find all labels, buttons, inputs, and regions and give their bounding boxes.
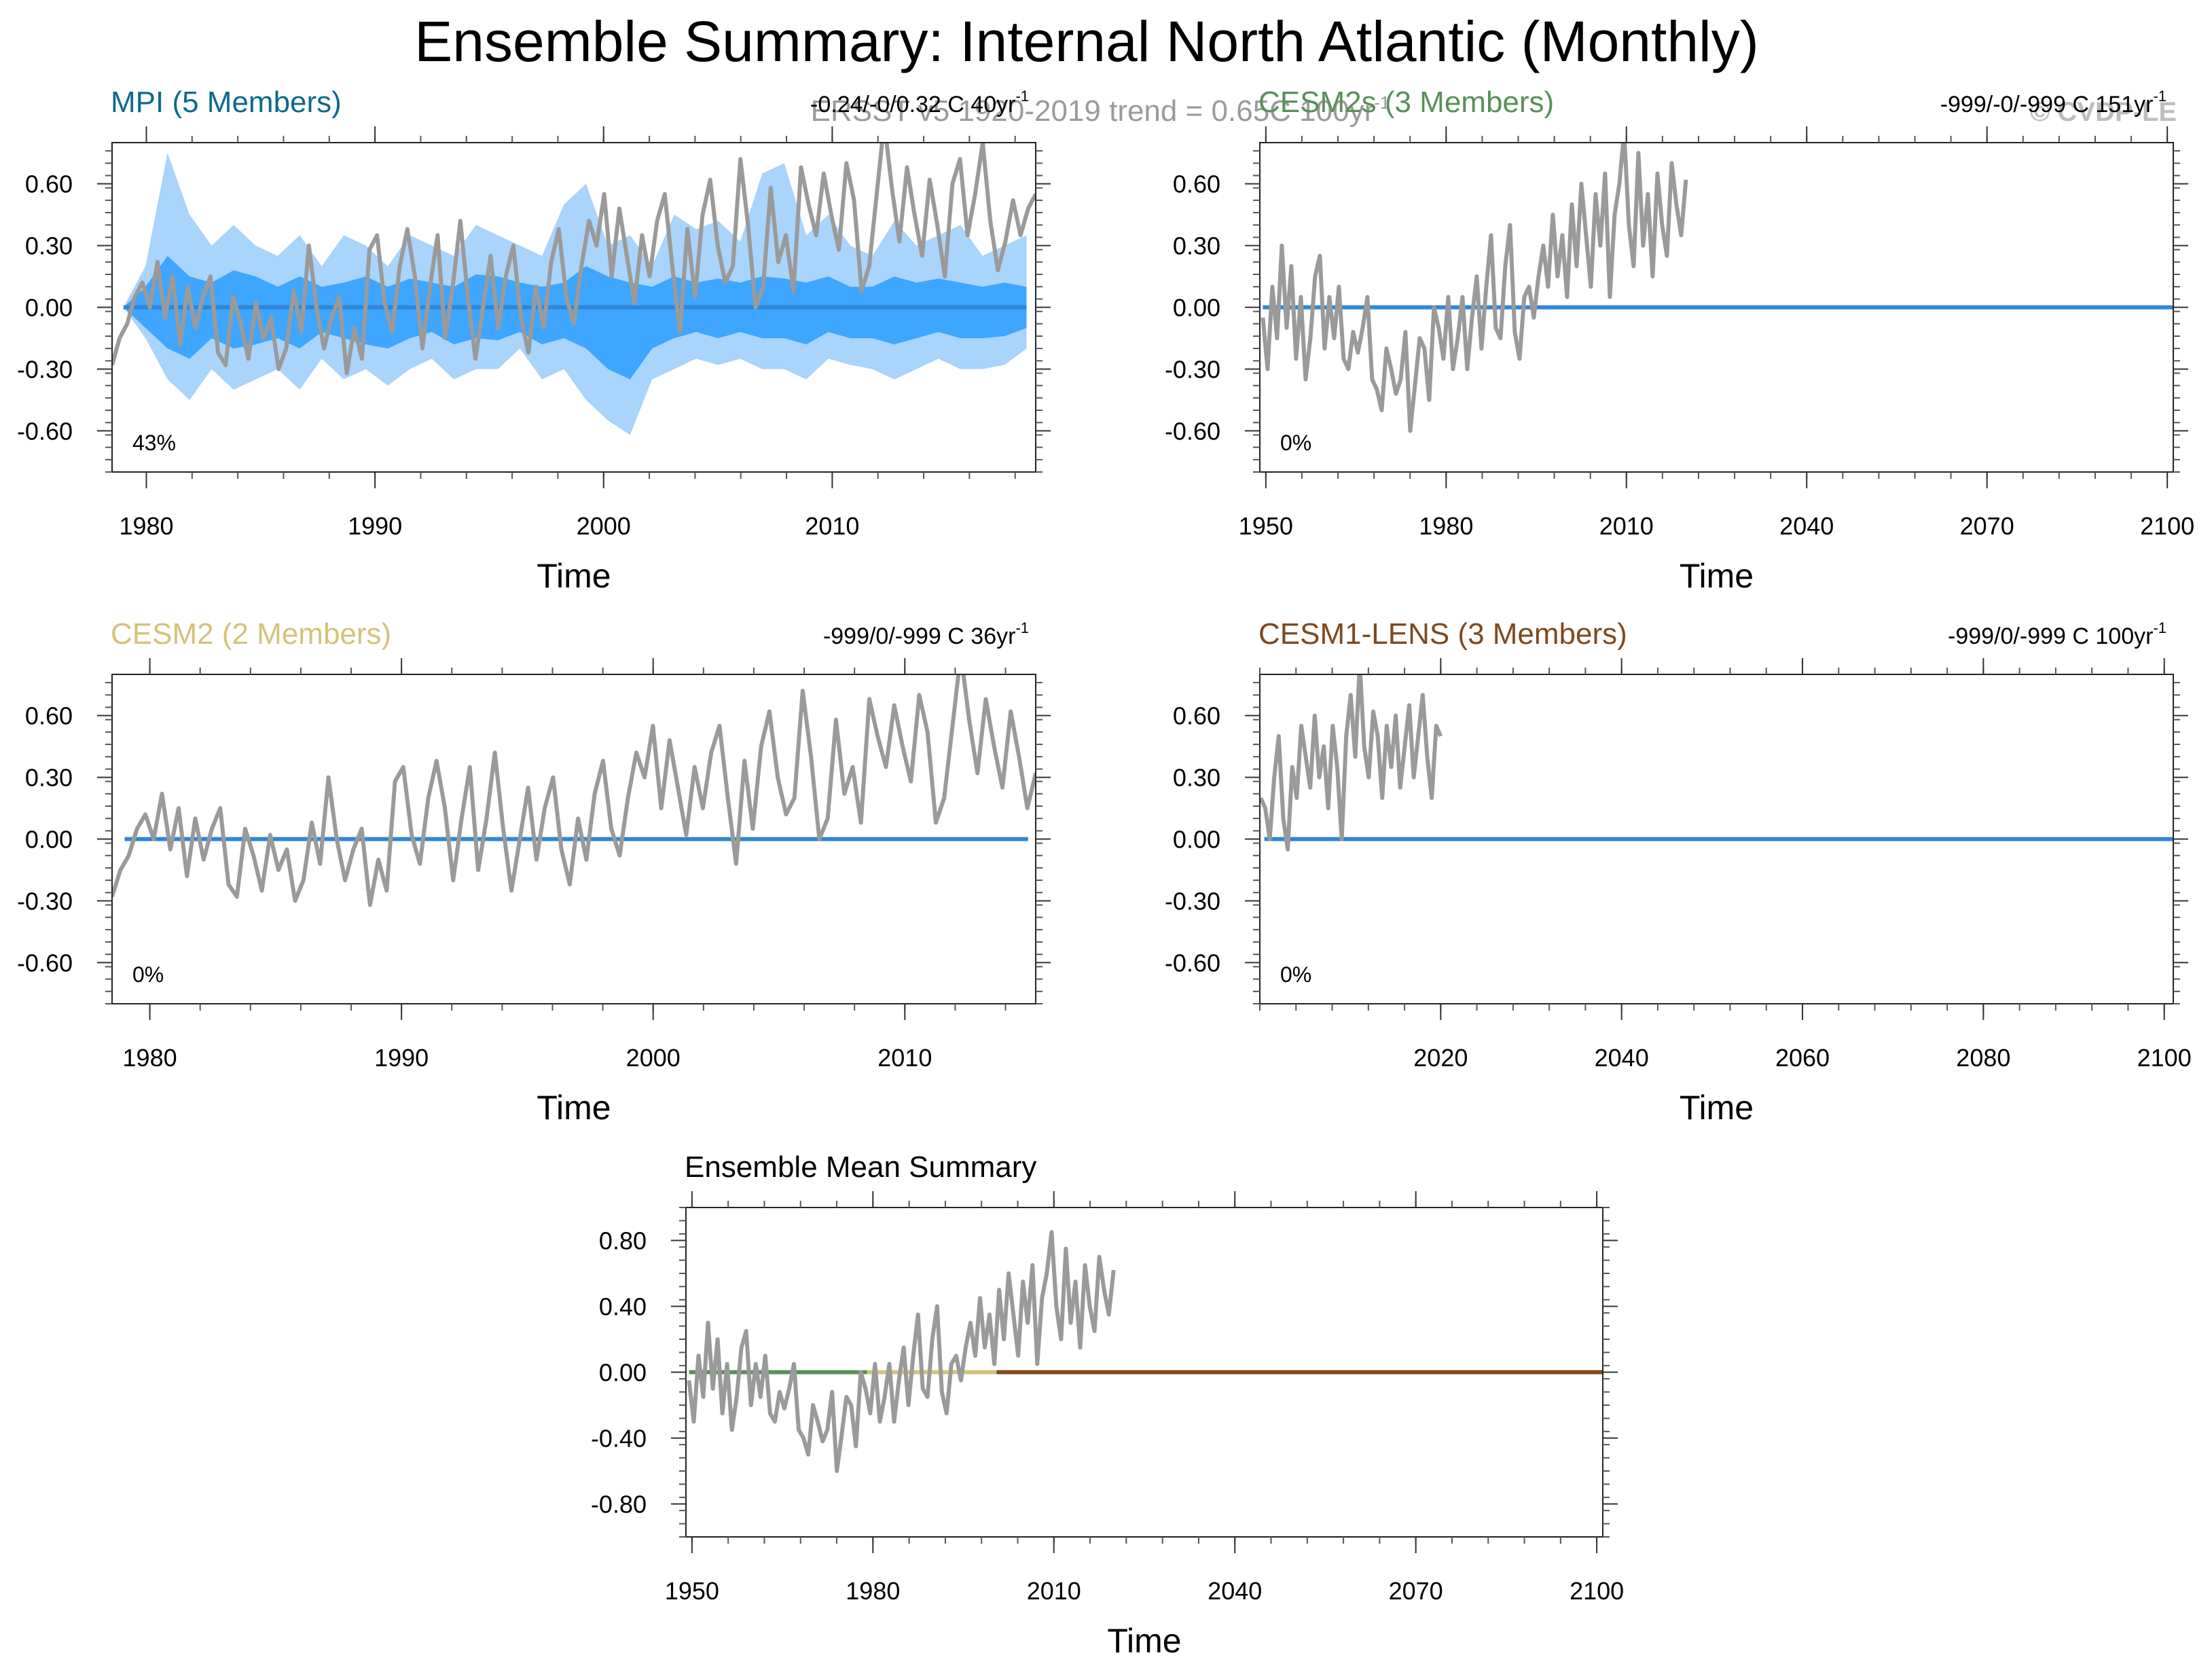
y-tick-label: -0.60 bbox=[1165, 949, 1220, 977]
percent-label: 43% bbox=[132, 431, 176, 455]
panel-title: CESM2s (3 Members) bbox=[1258, 86, 1554, 119]
x-tick-label: 2070 bbox=[1960, 512, 2014, 540]
panel-title: MPI (5 Members) bbox=[111, 86, 342, 119]
observed-series-line bbox=[112, 143, 1036, 376]
plot-area-cesm2 bbox=[112, 674, 1036, 907]
y-tick-label: 0.80 bbox=[599, 1227, 647, 1255]
x-tick-label: 2040 bbox=[1779, 512, 1834, 540]
observed-series-line bbox=[112, 674, 1036, 907]
x-tick-label: 1990 bbox=[348, 512, 402, 540]
x-tick-label: 1950 bbox=[1239, 512, 1293, 540]
panel-mean: -0.80 -0.40 0.00 0.40 0.80 1950 1980 2010 2040 20… bbox=[591, 1150, 1624, 1660]
x-axis-label: Time bbox=[1680, 1089, 1754, 1127]
plot-area-cesm1 bbox=[1260, 674, 2173, 852]
y-tick-label: 0.60 bbox=[25, 702, 73, 730]
trend-note: -999/0/-999 C 36yr-1 bbox=[823, 619, 1029, 649]
panel-title: CESM2 (2 Members) bbox=[111, 617, 391, 651]
trend-note: -0.24/-0/0.32 C 40yr-1 bbox=[810, 88, 1029, 117]
panel-mpi: -0.60 -0.30 0.00 0.30 0.60 1980 1990 2000 2010 Ti… bbox=[17, 86, 1051, 595]
observed-series-line bbox=[1260, 674, 1443, 852]
y-tick-label: -0.80 bbox=[591, 1491, 647, 1519]
x-axis-label: Time bbox=[1107, 1622, 1181, 1660]
trend-note: -999/0/-999 C 100yr-1 bbox=[1948, 619, 2166, 649]
y-tick-label: 0.00 bbox=[599, 1359, 647, 1387]
x-tick-label: 2080 bbox=[1956, 1044, 2010, 1072]
y-tick-label: -0.30 bbox=[1165, 887, 1220, 915]
y-tick-label: 0.30 bbox=[25, 764, 73, 792]
y-tick-label: 0.00 bbox=[1173, 294, 1220, 322]
copyright-note: © CVDP-LE bbox=[2030, 97, 2177, 127]
observed-series-line bbox=[1261, 143, 1688, 433]
y-tick-label: 0.60 bbox=[25, 170, 73, 198]
y-tick-label: 0.30 bbox=[1173, 232, 1220, 260]
y-tick-label: -0.60 bbox=[1165, 417, 1220, 445]
y-tick-label: 0.00 bbox=[25, 826, 73, 854]
x-tick-label: 2060 bbox=[1775, 1044, 1830, 1072]
x-axis-label: Time bbox=[537, 557, 611, 595]
y-tick-label: -0.40 bbox=[591, 1425, 647, 1453]
panel-cesm1: -0.60 -0.30 0.00 0.30 0.60 2020 2040 2060 2080 21… bbox=[1165, 617, 2192, 1127]
y-tick-label: 0.60 bbox=[1173, 170, 1220, 198]
figure-title: Ensemble Summary: Internal North Atlanti… bbox=[414, 10, 1758, 73]
y-tick-label: 0.40 bbox=[599, 1293, 647, 1321]
x-tick-label: 2040 bbox=[1208, 1577, 1262, 1605]
y-tick-label: 0.30 bbox=[1173, 764, 1220, 792]
x-tick-label: 1950 bbox=[665, 1577, 719, 1605]
y-tick-label: -0.30 bbox=[17, 887, 73, 915]
y-tick-label: 0.00 bbox=[25, 294, 73, 322]
x-tick-label: 2010 bbox=[877, 1044, 932, 1072]
x-tick-label: 2000 bbox=[626, 1044, 681, 1072]
x-tick-label: 1980 bbox=[123, 1044, 177, 1072]
y-tick-label: 0.60 bbox=[1173, 702, 1220, 730]
panel-cesm2: -0.60 -0.30 0.00 0.30 0.60 1980 1990 2000 2010 Ti… bbox=[17, 617, 1051, 1127]
x-tick-label: 2010 bbox=[1027, 1577, 1081, 1605]
obs-trend-note: ERSST v5 1920-2019 trend = 0.65C 100yr-1 bbox=[811, 92, 1390, 128]
x-tick-label: 1980 bbox=[1419, 512, 1473, 540]
x-tick-label: 2100 bbox=[1570, 1577, 1624, 1605]
observed-series-line bbox=[687, 1230, 1116, 1473]
x-tick-label: 1980 bbox=[119, 512, 173, 540]
panel-cesm2s: -0.60 -0.30 0.00 0.30 0.60 1950 1980 2010 2040 20… bbox=[1165, 86, 2194, 595]
y-tick-label: -0.60 bbox=[17, 949, 73, 977]
y-tick-label: 0.30 bbox=[25, 232, 73, 260]
obs-trend-note-sup: -1 bbox=[1374, 92, 1390, 113]
plot-area-cesm2s bbox=[1261, 143, 2173, 433]
x-tick-label: 1990 bbox=[374, 1044, 429, 1072]
panel-title: Ensemble Mean Summary bbox=[685, 1150, 1036, 1184]
percent-label: 0% bbox=[132, 962, 164, 987]
percent-label: 0% bbox=[1280, 962, 1311, 987]
x-tick-label: 2020 bbox=[1413, 1044, 1468, 1072]
x-tick-label: 2100 bbox=[2137, 1044, 2192, 1072]
plot-area-mean bbox=[687, 1230, 1603, 1473]
y-tick-label: 0.00 bbox=[1173, 826, 1220, 854]
x-tick-label: 2100 bbox=[2140, 512, 2194, 540]
x-tick-label: 2010 bbox=[1599, 512, 1654, 540]
y-tick-label: -0.30 bbox=[1165, 355, 1220, 383]
x-tick-label: 2040 bbox=[1595, 1044, 1649, 1072]
x-tick-label: 2010 bbox=[805, 512, 859, 540]
x-axis-label: Time bbox=[1680, 557, 1754, 595]
percent-label: 0% bbox=[1280, 431, 1311, 455]
y-tick-label: -0.30 bbox=[17, 355, 73, 383]
x-tick-label: 2070 bbox=[1389, 1577, 1443, 1605]
panel-title: CESM1-LENS (3 Members) bbox=[1258, 617, 1627, 651]
x-tick-label: 2000 bbox=[577, 512, 631, 540]
x-tick-label: 1980 bbox=[846, 1577, 900, 1605]
trend-note: -999/-0/-999 C 151yr-1 bbox=[1940, 88, 2166, 117]
plot-area-mpi bbox=[112, 143, 1036, 435]
y-tick-label: -0.60 bbox=[17, 417, 73, 445]
x-axis-label: Time bbox=[537, 1089, 611, 1127]
